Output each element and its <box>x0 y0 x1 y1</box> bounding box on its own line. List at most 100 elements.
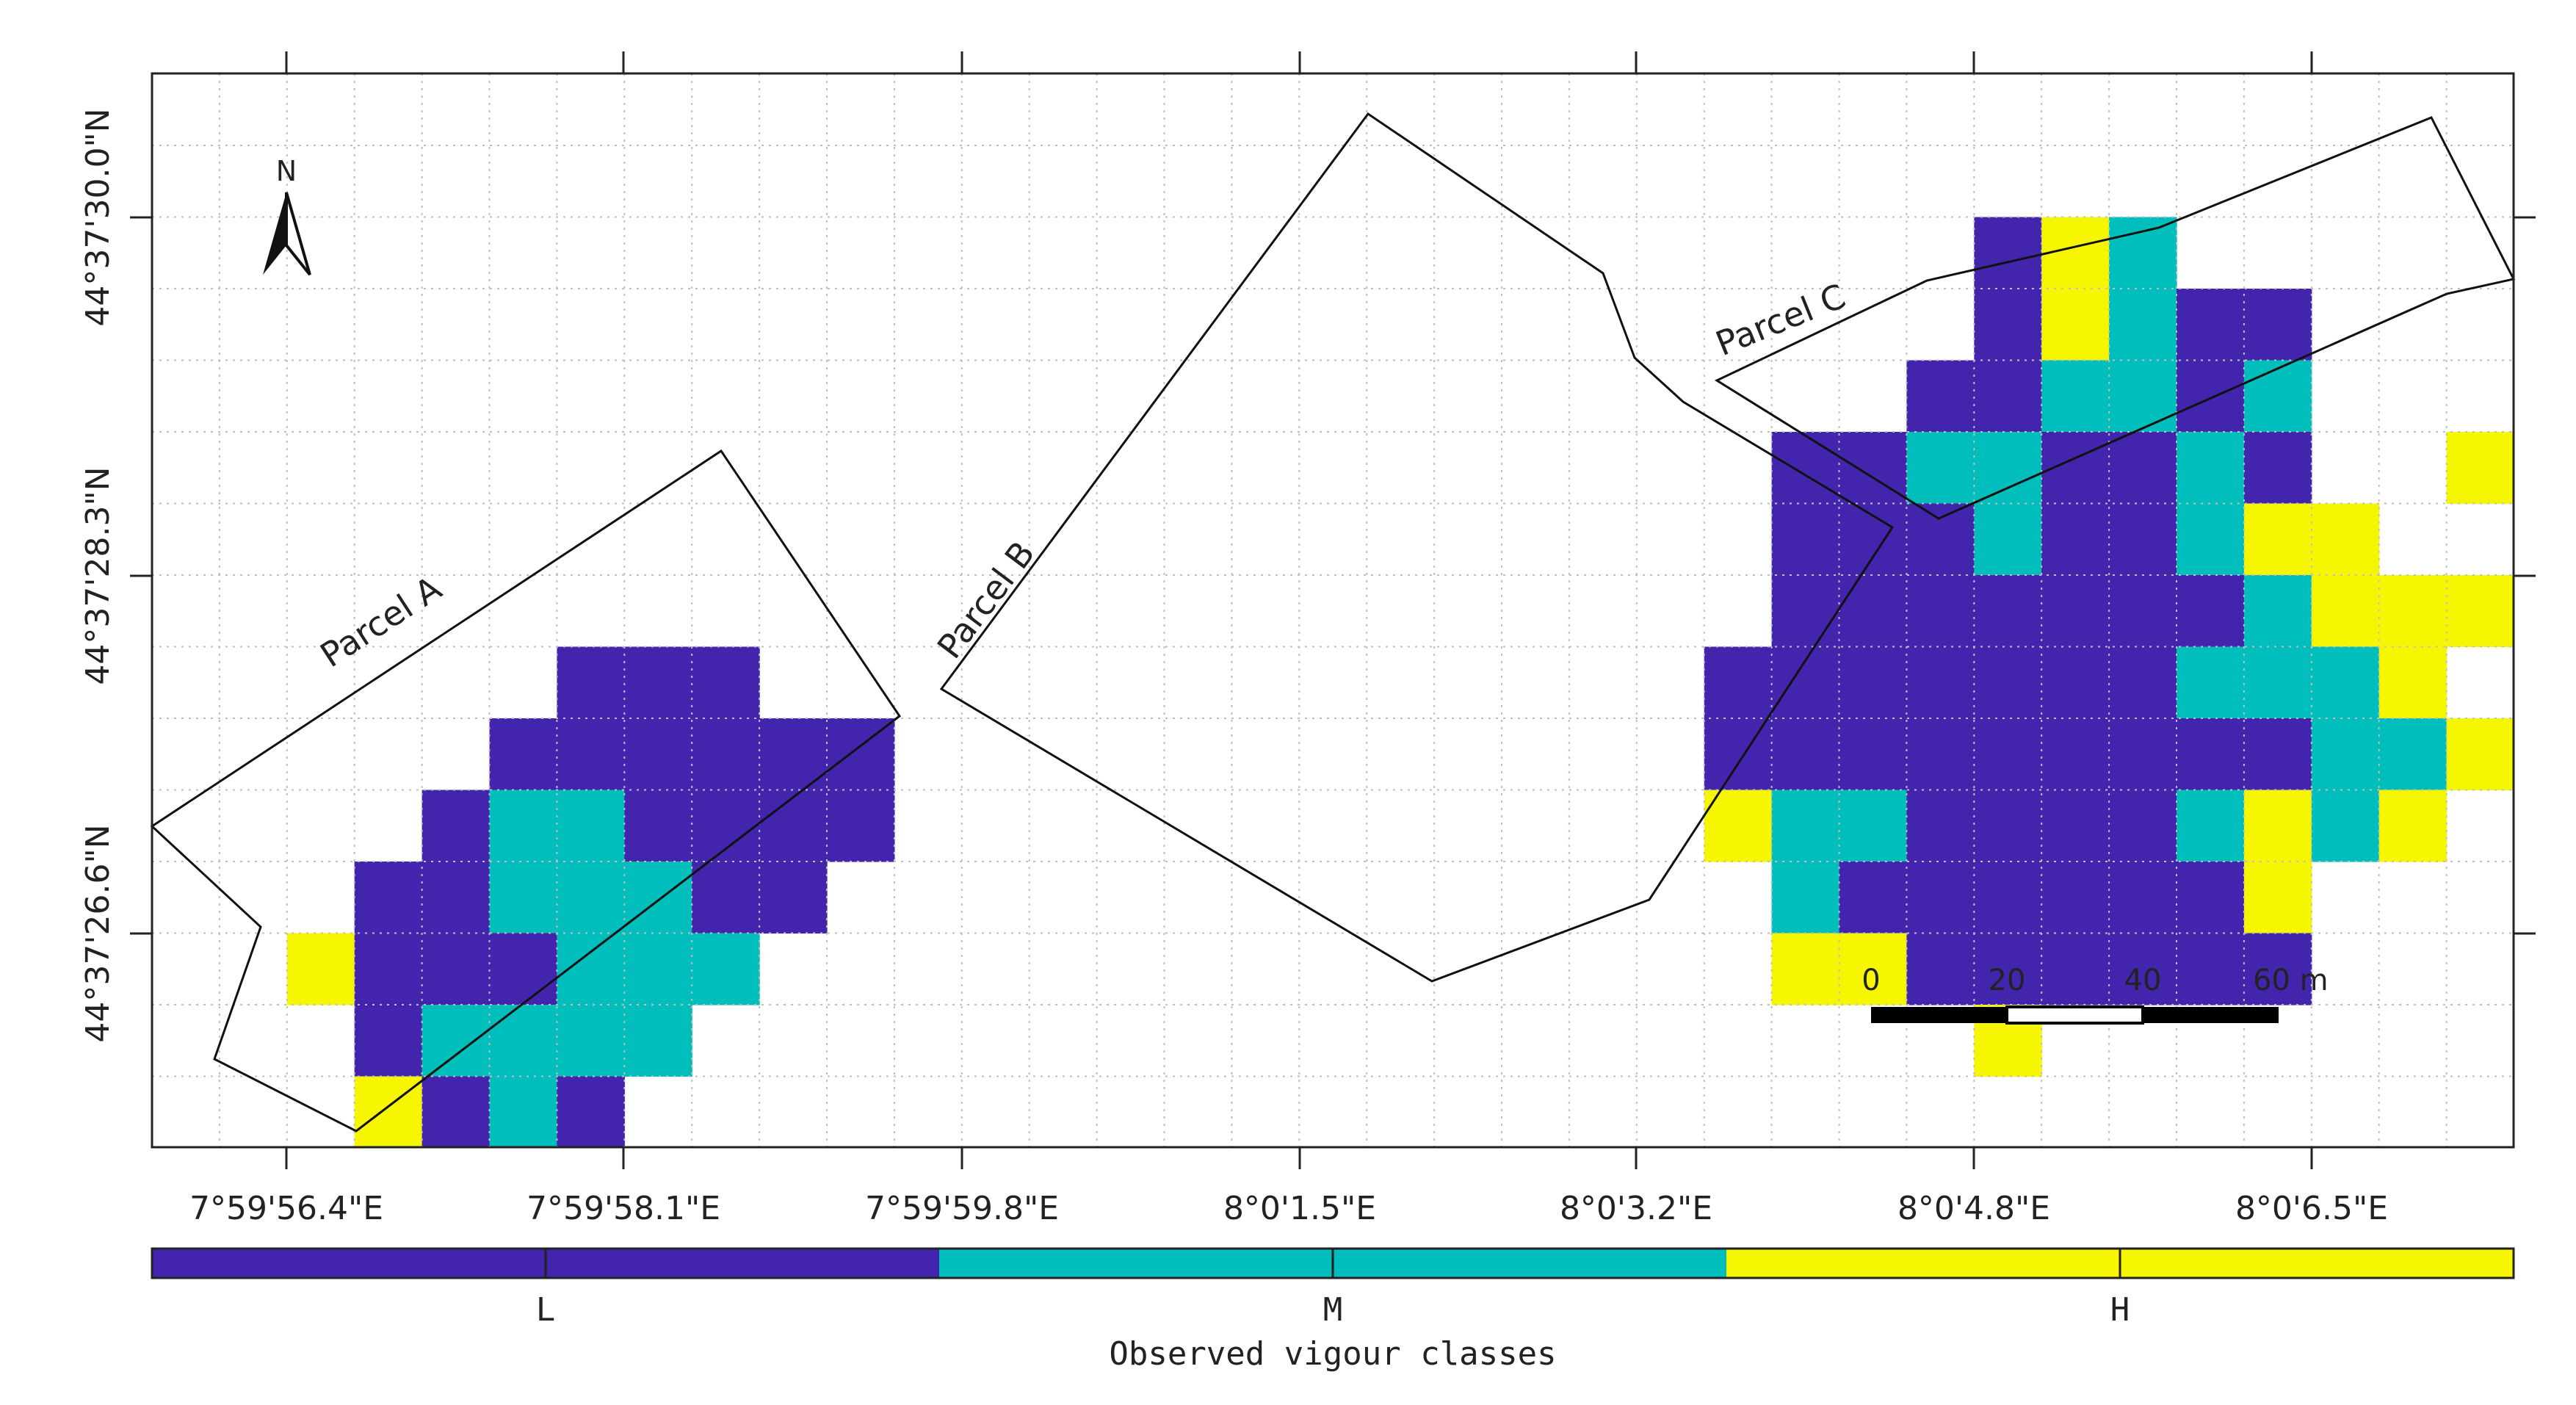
vigour-cell-l <box>1974 360 2042 433</box>
vigour-cell-l <box>827 790 895 862</box>
map-plot-area: Parcel A Parcel B Parcel C N 0 20 40 60 … <box>150 72 2576 1220</box>
vigour-cell-m <box>1906 432 1975 505</box>
scale-label-20: 20 <box>1989 964 2026 997</box>
vigour-cell-m <box>2378 718 2447 791</box>
vigour-cell-l <box>2041 790 2110 862</box>
vigour-cell-l <box>692 646 760 719</box>
vigour-cell-m <box>1771 862 1840 934</box>
vigour-cell-l <box>1906 646 1975 719</box>
vigour-cell-m <box>557 1005 625 1077</box>
vigour-cell-l <box>1974 933 2042 1005</box>
vigour-cell-l <box>2109 718 2177 791</box>
vigour-cell-m <box>2109 360 2177 433</box>
vigour-cell-l <box>2109 790 2177 862</box>
vigour-cell-h <box>2378 790 2447 862</box>
vigour-cell-l <box>1771 575 1840 648</box>
vigour-cell-l <box>354 862 423 934</box>
vigour-cell-l <box>354 1005 423 1077</box>
vigour-raster <box>286 217 2576 1220</box>
vigour-cell-l <box>624 646 692 719</box>
vigour-cell-l <box>2514 361 2576 433</box>
vigour-cell-l <box>1839 575 1907 648</box>
vigour-cell-l <box>1974 575 2042 648</box>
vigour-cell-l <box>759 862 828 934</box>
vigour-cell-m <box>2311 718 2380 791</box>
vigour-cell-m <box>2243 360 2312 433</box>
vigour-cell-h <box>2311 503 2380 576</box>
vigour-cell-l <box>1704 646 1773 719</box>
vigour-cell-l <box>422 862 491 934</box>
y-tick-label: 44°37'30.0"N <box>79 108 117 326</box>
vigour-cell-m <box>624 862 692 934</box>
x-tick-label: 8°0'4.8"E <box>1897 1190 2050 1227</box>
vigour-cell-l <box>557 646 625 719</box>
vigour-cell-m <box>2177 432 2245 505</box>
x-tick-label: 7°59'56.4"E <box>189 1190 383 1227</box>
parcel-c-boundary <box>1714 116 2516 520</box>
scale-bar-segment-1 <box>1871 1007 2007 1023</box>
vigour-cell-l <box>2177 718 2245 791</box>
vigour-cell-h <box>1771 933 1840 1005</box>
vigour-cell-l <box>2041 575 2110 648</box>
vigour-cell-l <box>1839 862 1907 934</box>
vigour-cell-h <box>2041 289 2110 361</box>
scale-bar: 0 20 40 60 m <box>1862 964 2329 1025</box>
vigour-cell-m <box>489 862 557 934</box>
vigour-cell-l <box>759 718 828 791</box>
legend: L M H Observed vigour classes <box>151 1247 2515 1373</box>
x-tick-label: 8°0'3.2"E <box>1560 1190 1712 1227</box>
legend-label-h: H <box>2110 1291 2130 1329</box>
vigour-cell-l <box>1906 575 1975 648</box>
vigour-cell-h <box>2446 432 2514 505</box>
vigour-cell-l <box>2514 289 2576 361</box>
vigour-cell-l <box>2177 289 2245 361</box>
vigour-cell-l <box>489 933 557 1005</box>
vigour-cell-l <box>489 718 557 791</box>
vigour-cell-l <box>2109 432 2177 505</box>
vigour-cell-l <box>557 718 625 791</box>
x-axis-labels: 7°59'56.4"E 7°59'58.1"E 7°59'59.8"E 8°0'… <box>189 1190 2388 1227</box>
axis-ticks <box>130 51 2536 1169</box>
vigour-cell-m <box>624 933 692 1005</box>
vigour-cell-m <box>2109 217 2177 289</box>
vigour-cell-l <box>1906 862 1975 934</box>
y-axis-labels: 44°37'30.0"N 44°37'28.3"N 44°37'26.6"N <box>79 108 117 1042</box>
vigour-cell-m <box>557 790 625 862</box>
y-tick-label: 44°37'26.6"N <box>79 824 117 1042</box>
vigour-cell-h <box>1839 933 1907 1005</box>
vigour-cell-l <box>2177 575 2245 648</box>
vigour-cell-l <box>1839 646 1907 719</box>
vigour-cell-m <box>557 862 625 934</box>
vigour-cell-m <box>422 1005 491 1077</box>
vigour-cell-l <box>1974 718 2042 791</box>
vigour-cell-l <box>1974 790 2042 862</box>
vigour-cell-l <box>1771 432 1840 505</box>
vigour-cell-m <box>1974 432 2042 505</box>
vigour-cell-l <box>624 790 692 862</box>
vigour-cell-m <box>624 1005 692 1077</box>
north-label: N <box>276 155 297 187</box>
vigour-cell-l <box>2177 933 2245 1005</box>
vigour-cell-l <box>2243 933 2312 1005</box>
vigour-cell-l <box>2243 289 2312 361</box>
vigour-cell-l <box>2243 718 2312 791</box>
x-tick-label: 8°0'1.5"E <box>1223 1190 1376 1227</box>
vigour-cell-l <box>2109 862 2177 934</box>
vigour-cell-l <box>2177 360 2245 433</box>
vigour-cell-l <box>422 933 491 1005</box>
scale-label-60: 60 m <box>2253 964 2329 997</box>
vigour-cell-h <box>2514 432 2576 504</box>
scale-bar-segment-2 <box>2005 1005 2144 1025</box>
vigour-cell-h <box>2446 718 2514 791</box>
vigour-cell-l <box>624 718 692 791</box>
north-arrow: N <box>263 155 311 276</box>
vigour-cell-h <box>422 1148 491 1220</box>
vigour-cell-m <box>2109 289 2177 361</box>
x-tick-label: 7°59'59.8"E <box>865 1190 1059 1227</box>
vigour-cell-m <box>2311 790 2380 862</box>
parcel-b-boundary <box>939 112 1895 983</box>
vigour-cell-l <box>1771 646 1840 719</box>
legend-title: Observed vigour classes <box>1109 1335 1556 1373</box>
vigour-cell-l <box>1771 718 1840 791</box>
parcel-boundaries <box>150 112 2516 1133</box>
